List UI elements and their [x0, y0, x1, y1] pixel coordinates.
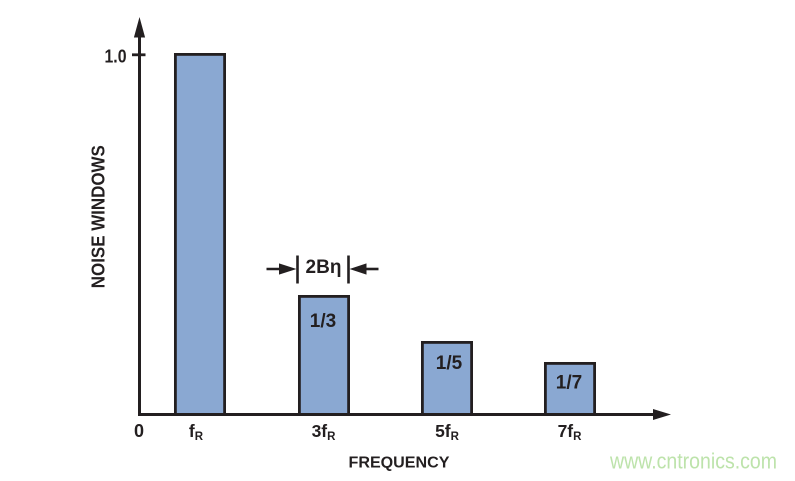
svg-text:2Bη: 2Bη: [306, 257, 342, 278]
svg-text:1/5: 1/5: [436, 353, 463, 374]
svg-text:1/3: 1/3: [310, 311, 336, 332]
svg-text:0: 0: [134, 421, 144, 441]
svg-text:1.0: 1.0: [105, 47, 127, 67]
svg-text:FREQUENCY: FREQUENCY: [349, 455, 450, 472]
svg-text:www.cntronics.com: www.cntronics.com: [609, 449, 777, 474]
svg-text:1/7: 1/7: [556, 373, 582, 394]
svg-text:NOISE WINDOWS: NOISE WINDOWS: [88, 145, 108, 288]
